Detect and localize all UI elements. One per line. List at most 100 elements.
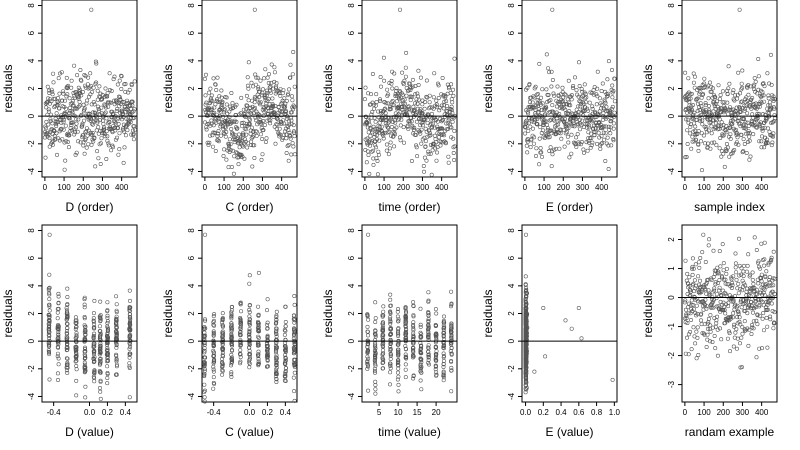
data-point: [396, 389, 401, 394]
data-point: [53, 136, 58, 141]
data-point: [366, 153, 371, 158]
data-point: [396, 350, 401, 355]
data-point: [403, 362, 408, 367]
data-point: [387, 81, 392, 86]
data-point: [73, 320, 78, 325]
data-point: [766, 111, 771, 116]
data-point: [684, 312, 689, 317]
data-point: [104, 116, 109, 121]
data-point: [751, 281, 756, 286]
data-point: [421, 169, 426, 174]
data-point: [202, 395, 207, 400]
data-point: [696, 352, 701, 357]
data-point: [241, 132, 246, 137]
data-point: [765, 71, 770, 76]
data-point: [435, 119, 440, 124]
data-point: [105, 364, 110, 369]
data-point: [701, 107, 706, 112]
data-point: [537, 162, 542, 167]
data-points: [682, 232, 777, 370]
data-point: [742, 125, 747, 130]
data-point: [547, 70, 552, 75]
data-point: [220, 372, 225, 377]
data-point: [567, 109, 572, 114]
y-tick-label: -4: [347, 167, 356, 175]
data-point: [380, 328, 385, 333]
data-point: [92, 135, 97, 140]
data-point: [90, 130, 95, 135]
data-point: [771, 96, 776, 101]
data-point: [64, 75, 69, 80]
data-point: [431, 95, 436, 100]
data-point: [232, 154, 237, 159]
data-point: [415, 106, 420, 111]
data-point: [73, 348, 78, 353]
data-point: [699, 104, 704, 109]
data-point: [610, 95, 615, 100]
data-point: [372, 338, 377, 343]
data-point: [535, 122, 540, 127]
data-point: [73, 327, 78, 332]
data-point: [426, 337, 431, 342]
data-point: [48, 117, 53, 122]
data-point: [406, 104, 411, 109]
data-point: [612, 114, 617, 119]
data-point: [264, 136, 269, 141]
data-point: [45, 84, 50, 89]
data-point: [90, 132, 95, 137]
data-point: [373, 342, 378, 347]
data-point: [449, 324, 454, 329]
data-point: [74, 363, 79, 368]
data-point: [253, 105, 258, 110]
data-point: [128, 316, 133, 321]
data-point: [368, 126, 373, 131]
data-point: [696, 290, 701, 295]
data-point: [204, 72, 209, 77]
data-point: [74, 356, 79, 361]
data-point: [395, 306, 400, 311]
data-point: [211, 330, 216, 335]
data-point: [388, 318, 393, 323]
data-point: [410, 355, 415, 360]
data-point: [760, 316, 765, 321]
data-point: [53, 119, 58, 124]
data-point: [65, 370, 70, 375]
data-point: [441, 345, 446, 350]
data-point: [603, 131, 608, 136]
data-point: [388, 353, 393, 358]
data-point: [112, 74, 117, 79]
data-point: [411, 331, 416, 336]
data-point: [721, 104, 726, 109]
data-point: [229, 363, 234, 368]
data-point: [389, 100, 394, 105]
data-point: [105, 134, 110, 139]
x-tick-label: 400: [115, 183, 129, 192]
data-point: [732, 148, 737, 153]
data-point: [115, 135, 120, 140]
data-point: [699, 290, 704, 295]
data-point: [759, 272, 764, 277]
data-point: [229, 374, 234, 379]
data-point: [66, 145, 71, 150]
data-point: [72, 63, 77, 68]
data-point: [721, 133, 726, 138]
data-point: [715, 327, 720, 332]
data-point: [688, 131, 693, 136]
data-point: [249, 80, 254, 85]
data-point: [271, 104, 276, 109]
data-point: [537, 61, 542, 66]
data-point: [418, 131, 423, 136]
data-point: [128, 120, 133, 125]
data-point: [46, 318, 51, 323]
data-point: [388, 321, 393, 326]
data-point: [391, 134, 396, 139]
y-tick-label: -2: [347, 365, 356, 373]
data-point: [757, 304, 762, 309]
data-point: [730, 283, 735, 288]
data-point: [689, 146, 694, 151]
data-point: [737, 319, 742, 324]
data-point: [552, 118, 557, 123]
data-point: [711, 305, 716, 310]
data-point: [373, 143, 378, 148]
data-point: [229, 310, 234, 315]
